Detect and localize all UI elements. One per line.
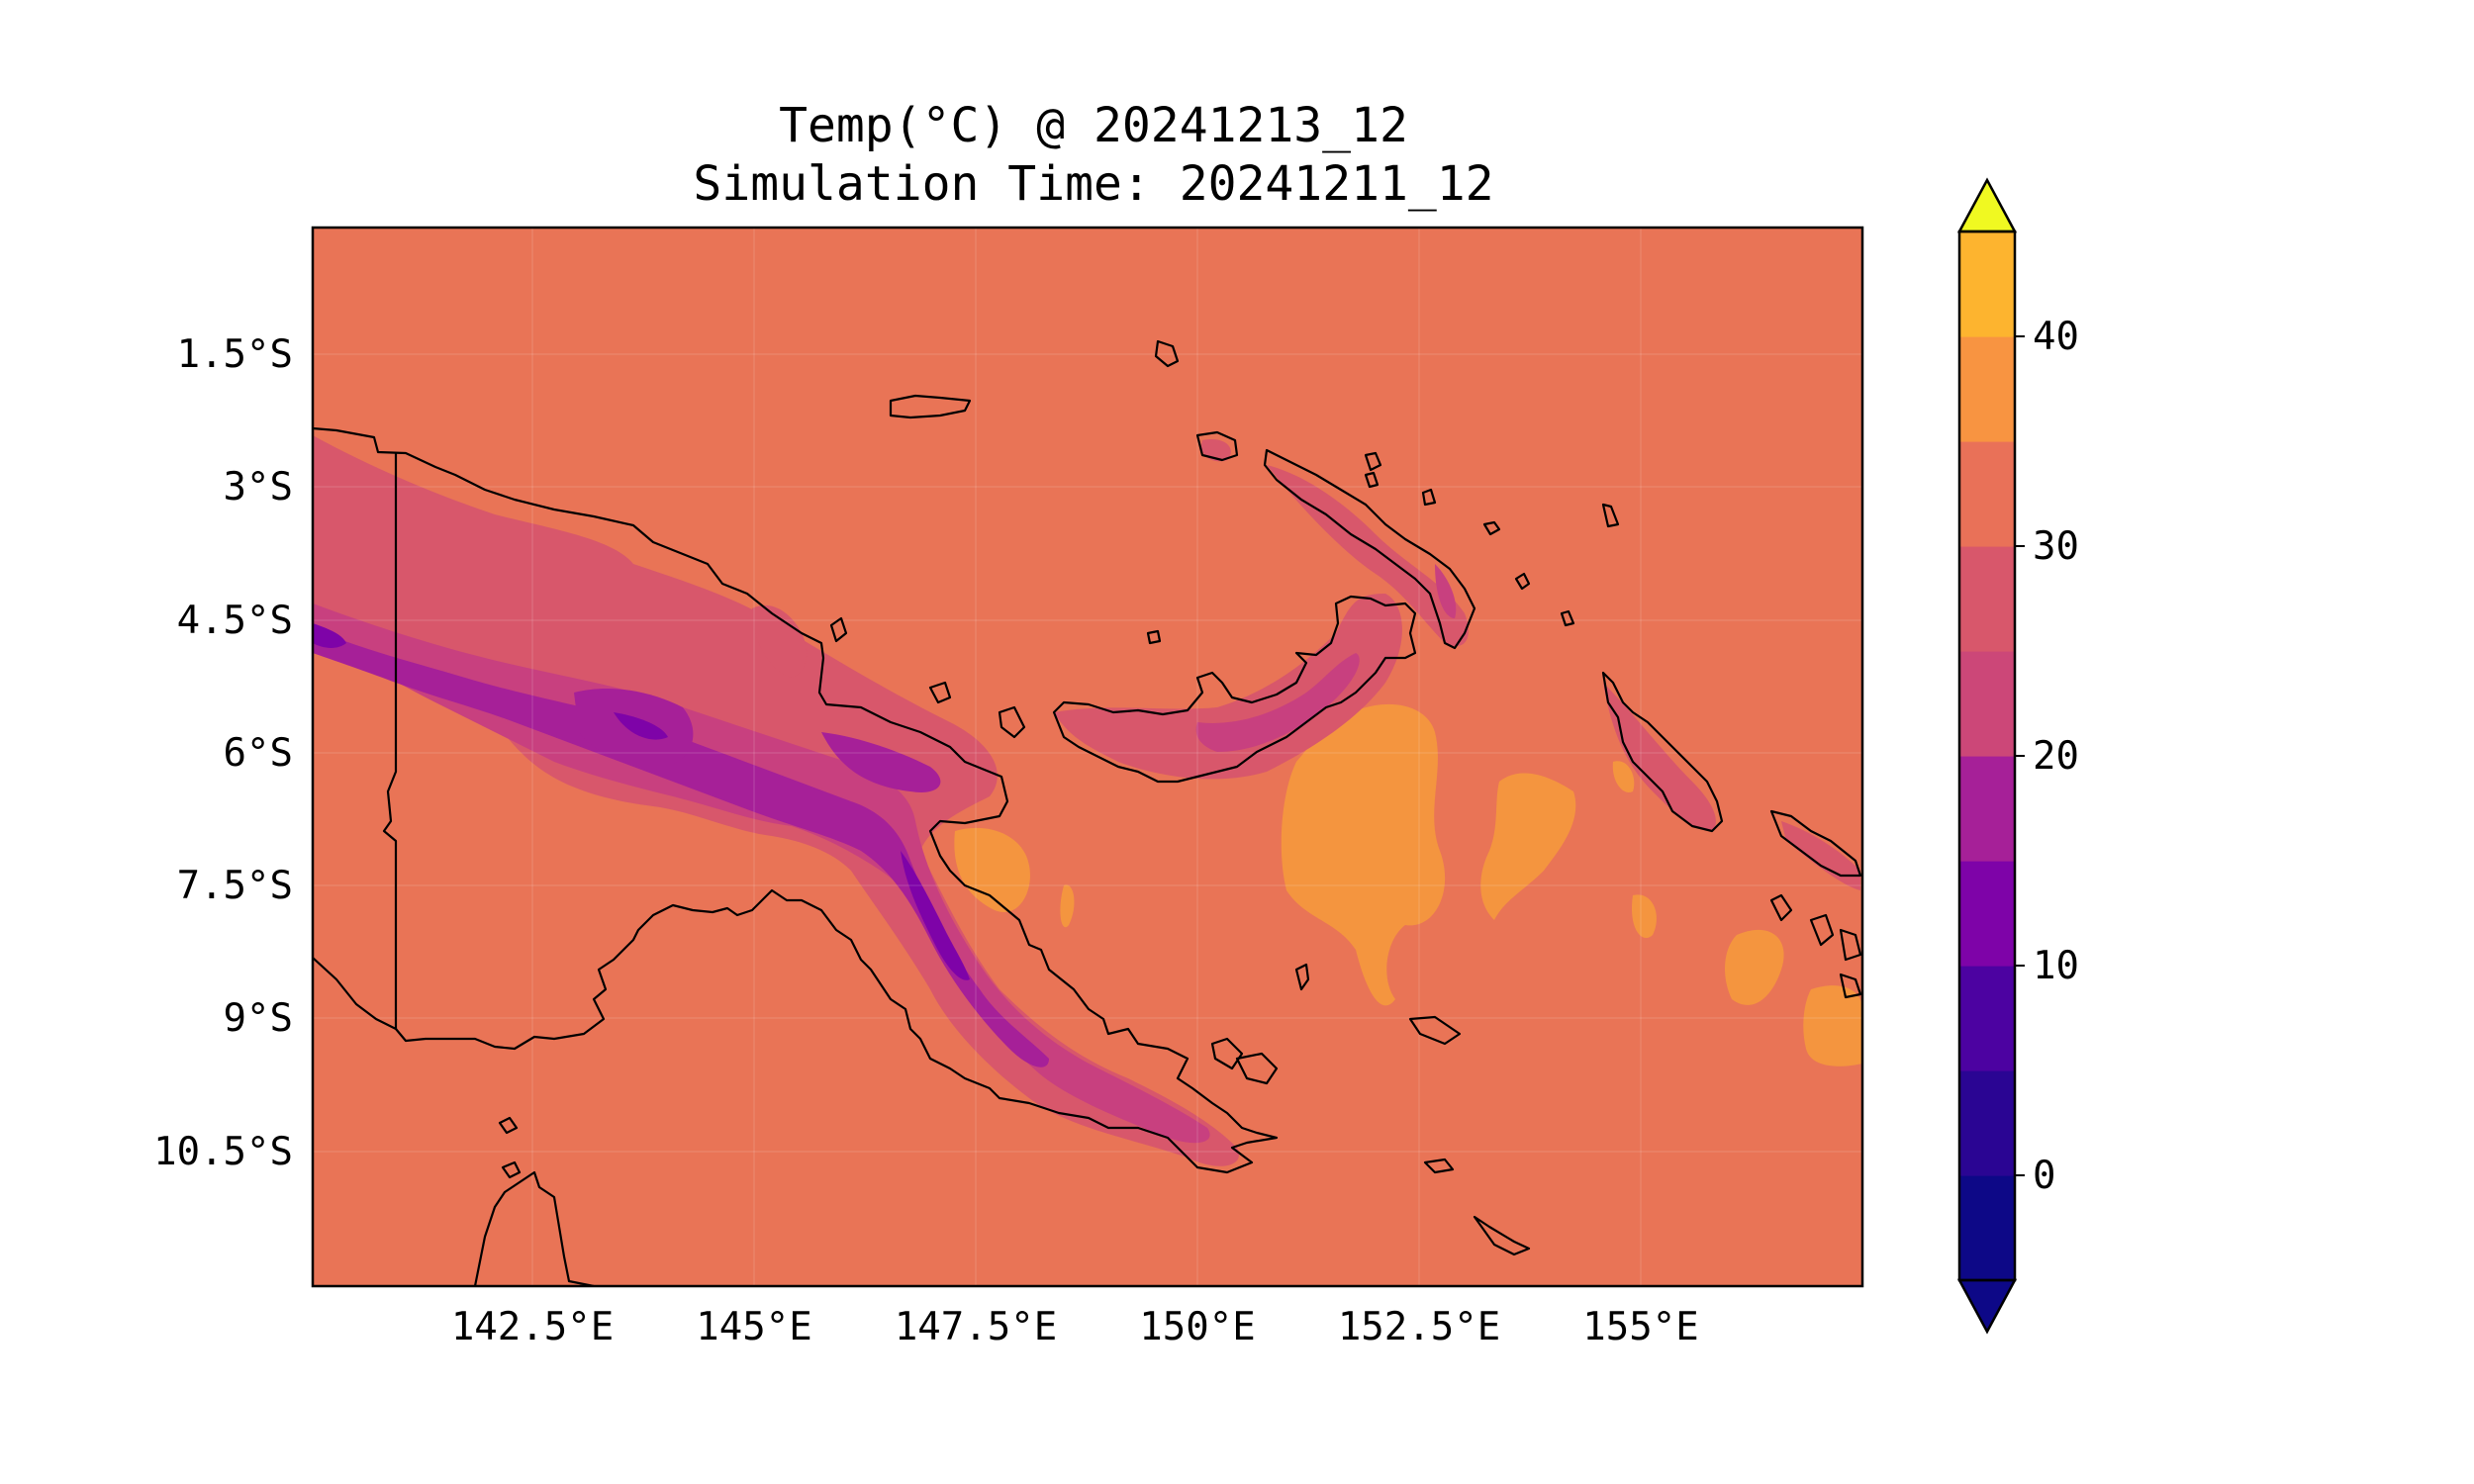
small-island-2-coastline bbox=[1364, 471, 1380, 489]
umboi-coastline bbox=[928, 681, 952, 704]
colorbar-extend-min bbox=[1956, 1278, 2018, 1335]
colorbar-tick-label: 30 bbox=[2033, 524, 2079, 569]
solomons-cool-region bbox=[1781, 821, 1860, 890]
lat-tick-label: 3°S bbox=[224, 465, 293, 510]
torres-island-coastline bbox=[498, 1116, 519, 1135]
new-britain-mid-region bbox=[1195, 653, 1360, 752]
central-very-cold-region bbox=[901, 851, 970, 980]
sepik-cool-region bbox=[752, 604, 808, 678]
colorbar-tick-label: 40 bbox=[2033, 315, 2079, 359]
eastern-warm-region bbox=[1725, 929, 1784, 1005]
lat-tick-label: 7.5°S bbox=[177, 864, 293, 908]
colorbar-segment bbox=[1959, 1070, 2015, 1176]
colorbar-segment bbox=[1959, 651, 2015, 757]
trobriand-coastline bbox=[1210, 1037, 1244, 1070]
very-cold-regions bbox=[313, 623, 970, 980]
solomons-small-4-coastline bbox=[1839, 973, 1862, 999]
colorbar-extend-max bbox=[1956, 177, 2018, 233]
central-warm-region bbox=[1632, 894, 1657, 939]
highlands-very-cold-region bbox=[614, 712, 668, 740]
huon-gulf-warm-region bbox=[954, 827, 1030, 912]
solomons-warm-region bbox=[1803, 985, 1862, 1067]
cape-york-coastline bbox=[473, 1170, 595, 1286]
colorbar-tick-label: 20 bbox=[2033, 734, 2079, 779]
lon-tick-label: 152.5°E bbox=[1338, 1305, 1500, 1349]
latitude-axis: 1.5°S 3°S 4.5°S 6°S 7.5°S 9°S 10.5°S bbox=[153, 332, 293, 1174]
small-island-4-coastline bbox=[1601, 503, 1620, 528]
small-island-8-coastline bbox=[1146, 629, 1162, 645]
lat-tick-label: 10.5°S bbox=[153, 1130, 293, 1174]
admiralty-coastline bbox=[889, 394, 972, 419]
lon-tick-label: 142.5°E bbox=[451, 1305, 614, 1349]
solomons-small-2-coastline bbox=[1809, 913, 1835, 947]
colorbar-tick-label: 10 bbox=[2033, 944, 2079, 988]
lat-tick-label: 6°S bbox=[224, 731, 293, 776]
bougainville-warm-region bbox=[1612, 761, 1635, 792]
woodlark-coastline bbox=[1408, 1015, 1462, 1046]
colorbar-segment bbox=[1959, 336, 2015, 442]
lat-tick-label: 4.5°S bbox=[177, 599, 293, 643]
small-island-9-coastline bbox=[1294, 963, 1310, 991]
map-frame bbox=[311, 226, 1864, 1288]
lon-tick-label: 150°E bbox=[1139, 1305, 1255, 1349]
solomons-small-3-coastline bbox=[1839, 928, 1862, 962]
border-line bbox=[382, 453, 398, 1029]
highlands-cold-east bbox=[821, 732, 941, 792]
coastlines bbox=[313, 339, 1862, 1286]
lat-tick-label: 9°S bbox=[224, 996, 293, 1041]
new-guinea-coastline bbox=[313, 426, 1279, 1174]
new-ireland-mid-region bbox=[1435, 564, 1457, 618]
western-very-cold-region bbox=[313, 623, 346, 648]
longitude-axis: 142.5°E 145°E 147.5°E 150°E 152.5°E 155°E bbox=[451, 1305, 1699, 1349]
colorbar-segment bbox=[1959, 1175, 2015, 1281]
small-island-7-coastline bbox=[1482, 520, 1501, 536]
karkar-coastline bbox=[829, 616, 848, 643]
colorbar-segment bbox=[1959, 966, 2015, 1071]
new-ireland-coastline bbox=[1263, 448, 1476, 650]
small-island-3-coastline bbox=[1421, 488, 1437, 507]
southeast-warm-patch bbox=[1060, 884, 1075, 928]
map-panel bbox=[313, 228, 1862, 1286]
small-island-6-coastline bbox=[1514, 572, 1531, 591]
colorbar-segment bbox=[1959, 441, 2015, 547]
small-island-1-coastline bbox=[1364, 451, 1382, 472]
colorbar-segment bbox=[1959, 756, 2015, 862]
louisiade-coastline bbox=[1423, 1158, 1455, 1174]
colorbar-segment bbox=[1959, 232, 2015, 337]
lon-tick-label: 145°E bbox=[696, 1305, 811, 1349]
warm-regions bbox=[954, 703, 1862, 1067]
rossel-coastline bbox=[1473, 1215, 1531, 1256]
lon-tick-label: 147.5°E bbox=[895, 1305, 1057, 1349]
fergusson-coastline bbox=[1235, 1052, 1279, 1085]
lat-tick-label: 1.5°S bbox=[177, 332, 293, 377]
torres-island-2-coastline bbox=[501, 1160, 522, 1179]
highlands-cold-region bbox=[313, 628, 1049, 1067]
lon-tick-label: 155°E bbox=[1582, 1305, 1698, 1349]
graticule bbox=[313, 228, 1862, 1286]
colorbar-tick-label: 0 bbox=[2033, 1154, 2055, 1198]
bougainville-coastline bbox=[1601, 671, 1724, 833]
long-island-coastline bbox=[998, 705, 1026, 739]
map-title-line2: Simulation Time: 20241211_12 bbox=[693, 156, 1493, 212]
new-britain-cool-region bbox=[1054, 594, 1402, 780]
eastern-island-coastline bbox=[1769, 809, 1862, 878]
map-title-line1: Temp(°C) @ 20241213_12 bbox=[779, 98, 1408, 153]
solomon-sea-warm-region bbox=[1480, 773, 1576, 920]
colorbar-segment bbox=[1959, 546, 2015, 652]
new-britain-coastline bbox=[1052, 595, 1417, 784]
northern-island-coastline bbox=[1154, 339, 1180, 368]
solomons-small-1-coastline bbox=[1769, 893, 1793, 922]
colorbar: 40 30 20 10 0 bbox=[1956, 177, 2079, 1335]
new-britain-warm-region bbox=[1281, 703, 1446, 1006]
manus-coastline bbox=[1195, 430, 1239, 462]
bougainville-cool-region bbox=[1603, 683, 1716, 831]
small-island-5-coastline bbox=[1560, 609, 1575, 627]
colorbar-segment bbox=[1959, 861, 2015, 967]
